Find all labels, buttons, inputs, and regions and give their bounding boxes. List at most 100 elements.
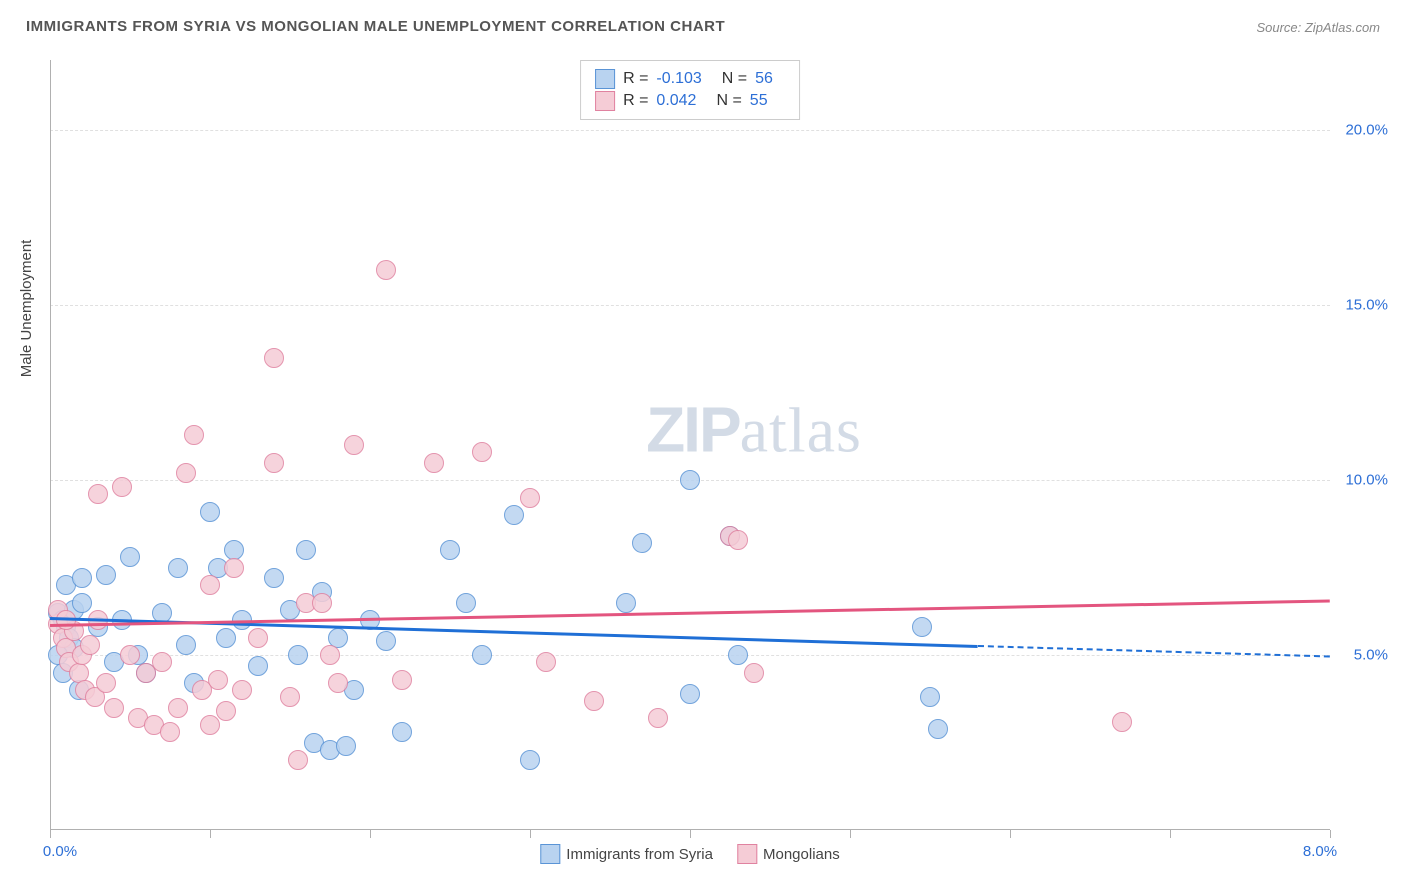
watermark: ZIPatlas (646, 392, 862, 467)
scatter-point (264, 568, 284, 588)
y-tick-label: 5.0% (1338, 647, 1388, 664)
scatter-point (1112, 712, 1132, 732)
scatter-point (288, 645, 308, 665)
scatter-point (296, 540, 316, 560)
scatter-point (320, 645, 340, 665)
scatter-point (632, 533, 652, 553)
scatter-point (264, 348, 284, 368)
scatter-point (392, 670, 412, 690)
y-axis (50, 60, 51, 830)
scatter-point (264, 453, 284, 473)
legend-swatch (737, 844, 757, 864)
scatter-point (504, 505, 524, 525)
scatter-point (72, 593, 92, 613)
scatter-point (328, 673, 348, 693)
watermark-zip: ZIP (646, 393, 740, 465)
plot-area: ZIPatlas R = -0.103N = 56R = 0.042N = 55… (50, 60, 1330, 830)
scatter-point (376, 631, 396, 651)
scatter-point (424, 453, 444, 473)
y-tick-label: 10.0% (1338, 472, 1388, 489)
scatter-point (216, 701, 236, 721)
scatter-point (728, 645, 748, 665)
scatter-point (520, 488, 540, 508)
scatter-point (120, 645, 140, 665)
scatter-point (248, 656, 268, 676)
x-tick-label: 8.0% (1303, 843, 1337, 860)
scatter-point (376, 260, 396, 280)
scatter-point (520, 750, 540, 770)
scatter-point (72, 568, 92, 588)
gridline (50, 655, 1330, 656)
scatter-point (728, 530, 748, 550)
scatter-point (184, 425, 204, 445)
x-tick (1170, 830, 1171, 838)
x-tick (210, 830, 211, 838)
stat-r-label: R = (623, 92, 648, 110)
scatter-point (224, 558, 244, 578)
scatter-point (120, 547, 140, 567)
legend-label: Immigrants from Syria (566, 846, 713, 863)
scatter-point (744, 663, 764, 683)
x-tick (1010, 830, 1011, 838)
scatter-point (312, 593, 332, 613)
x-tick (50, 830, 51, 838)
scatter-point (912, 617, 932, 637)
scatter-point (536, 652, 556, 672)
gridline (50, 305, 1330, 306)
scatter-point (472, 645, 492, 665)
scatter-point (208, 670, 228, 690)
correlation-legend-row: R = -0.103N = 56 (595, 69, 785, 89)
x-tick (530, 830, 531, 838)
legend-item: Mongolians (737, 844, 840, 864)
legend-swatch (595, 91, 615, 111)
scatter-point (168, 698, 188, 718)
scatter-point (88, 484, 108, 504)
scatter-point (336, 736, 356, 756)
legend-label: Mongolians (763, 846, 840, 863)
scatter-point (440, 540, 460, 560)
scatter-point (248, 628, 268, 648)
stat-n-label: N = (716, 92, 741, 110)
scatter-point (200, 575, 220, 595)
scatter-point (168, 558, 188, 578)
scatter-point (160, 722, 180, 742)
x-tick (370, 830, 371, 838)
scatter-point (584, 691, 604, 711)
scatter-point (104, 698, 124, 718)
scatter-point (680, 470, 700, 490)
gridline (50, 130, 1330, 131)
scatter-point (920, 687, 940, 707)
x-tick (1330, 830, 1331, 838)
scatter-point (472, 442, 492, 462)
scatter-point (152, 652, 172, 672)
stat-r-value: 0.042 (656, 92, 696, 110)
scatter-point (200, 502, 220, 522)
scatter-point (176, 463, 196, 483)
stat-r-label: R = (623, 70, 648, 88)
scatter-point (928, 719, 948, 739)
x-tick (850, 830, 851, 838)
source-attribution: Source: ZipAtlas.com (1256, 20, 1380, 35)
scatter-point (344, 435, 364, 455)
correlation-legend: R = -0.103N = 56R = 0.042N = 55 (580, 60, 800, 120)
x-tick (690, 830, 691, 838)
scatter-point (232, 680, 252, 700)
y-tick-label: 15.0% (1338, 297, 1388, 314)
scatter-point (456, 593, 476, 613)
scatter-point (616, 593, 636, 613)
scatter-point (96, 565, 116, 585)
scatter-point (200, 715, 220, 735)
stat-r-value: -0.103 (656, 70, 701, 88)
scatter-point (280, 687, 300, 707)
watermark-atlas: atlas (740, 394, 862, 465)
scatter-point (80, 635, 100, 655)
series-legend: Immigrants from Syria Mongolians (540, 844, 839, 864)
scatter-point (680, 684, 700, 704)
scatter-point (392, 722, 412, 742)
scatter-point (176, 635, 196, 655)
x-tick-label: 0.0% (43, 843, 77, 860)
y-tick-label: 20.0% (1338, 122, 1388, 139)
stat-n-label: N = (722, 70, 747, 88)
correlation-legend-row: R = 0.042N = 55 (595, 91, 785, 111)
legend-item: Immigrants from Syria (540, 844, 713, 864)
